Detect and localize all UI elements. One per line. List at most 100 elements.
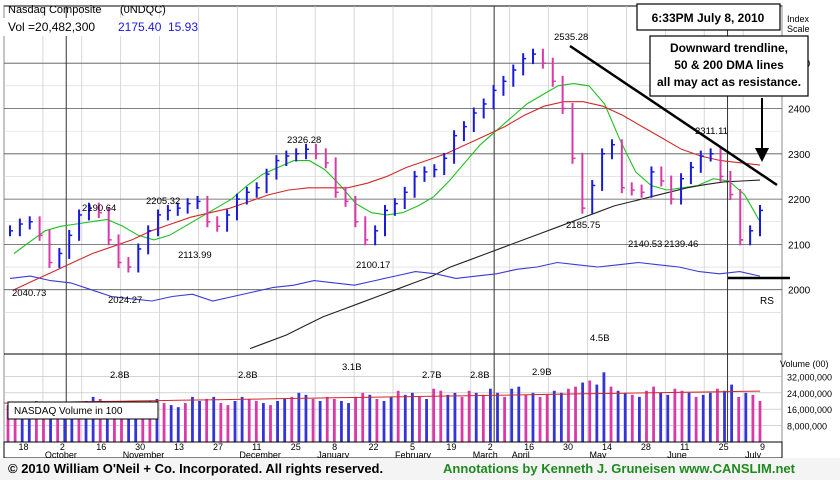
volume-bar <box>680 390 684 442</box>
volume-bar <box>481 394 485 442</box>
volume-bar <box>524 394 528 442</box>
volume-tick-label: 32,000,000 <box>787 372 832 382</box>
volume-bar <box>460 396 464 442</box>
volume-bar <box>567 388 570 442</box>
volume-tick-label: 24,000,000 <box>787 389 832 399</box>
x-month-label: March <box>473 450 498 458</box>
price-tick-label: 2100 <box>788 240 811 251</box>
volume-bar <box>325 396 329 442</box>
volume-bar <box>609 386 613 442</box>
x-axis-band <box>3 441 783 459</box>
volume-bar <box>354 396 358 442</box>
x-day-label: 16 <box>524 442 534 452</box>
x-day-label: 18 <box>18 442 28 452</box>
volume-annotation: 2.8B <box>110 370 130 381</box>
volume-bar <box>318 401 322 442</box>
callout-arrow-head <box>755 148 769 162</box>
series-layer <box>9 83 761 350</box>
volume-bar <box>70 403 74 442</box>
price-tick-label: 2400 <box>788 104 811 115</box>
x-day-label: 28 <box>641 442 651 452</box>
volume-bar <box>467 390 471 442</box>
volume-bar <box>389 396 393 442</box>
volume-bar <box>418 396 421 442</box>
x-month-label: December <box>239 450 281 458</box>
x-day-label: 30 <box>135 442 145 452</box>
volume-bar <box>652 386 655 442</box>
volume-bar <box>98 398 102 442</box>
volume-bar <box>538 396 542 442</box>
volume-bar <box>226 405 230 442</box>
volume-bar <box>169 405 173 442</box>
volume-bar <box>56 409 60 442</box>
x-month-label: July <box>745 450 762 458</box>
volume-bar <box>49 407 52 442</box>
volume-bar <box>247 398 251 442</box>
volume-bar <box>20 409 24 442</box>
volume-bar <box>694 396 698 442</box>
volume-bar <box>453 392 457 442</box>
price-annotation: 2139.46 <box>664 239 698 250</box>
price-annotation: 2205.32 <box>146 196 180 207</box>
price-annotation: 2311.11 <box>695 126 728 137</box>
volume-annotation: 4.5B <box>590 333 610 344</box>
x-month-label: October <box>45 450 77 458</box>
volume-bar <box>616 390 620 442</box>
x-day-label: 8 <box>332 442 337 452</box>
volume-bar <box>666 394 670 442</box>
price-annotation: 2326.28 <box>287 135 321 146</box>
volume-annotation: 2.8B <box>238 370 258 381</box>
volume-bar <box>574 386 577 442</box>
volume-bar <box>602 372 606 442</box>
volume-bar <box>176 407 180 442</box>
volume-bar <box>403 394 407 442</box>
volume-annotation: 2.7B <box>422 370 442 381</box>
x-day-label: 2 <box>60 442 65 452</box>
x-day-label: 22 <box>369 442 379 452</box>
volume-bar <box>446 394 450 442</box>
price-tick-label: 2000 <box>788 286 811 297</box>
footer: © 2010 William O'Neil + Co. Incorporated… <box>0 458 840 480</box>
volume-bar <box>375 398 379 442</box>
volume-annotation: 2.9B <box>532 367 552 378</box>
price-annotation: 2190.64 <box>82 203 116 214</box>
volume-bar <box>637 396 641 442</box>
x-day-label: 9 <box>760 442 765 452</box>
volume-bar <box>623 392 627 442</box>
volume-bar <box>425 398 428 442</box>
volume-bar <box>219 403 223 442</box>
price-annotation: 2140.53 <box>628 239 662 250</box>
volume-bar <box>701 394 705 442</box>
volume-bar <box>758 401 762 442</box>
series-line-50-dma <box>13 83 761 254</box>
volume-readout: Vol =20,482,300 <box>8 20 95 34</box>
volume-bar <box>269 405 272 442</box>
price-axis-title: Index Scale <box>787 14 810 34</box>
volume-bar <box>63 405 67 442</box>
x-day-label: 27 <box>213 442 223 452</box>
volume-bar <box>595 384 599 442</box>
volume-bar <box>751 394 755 442</box>
volume-bar <box>659 392 663 442</box>
volume-bar <box>212 396 216 442</box>
volume-bar <box>510 388 514 442</box>
volume-bar <box>84 401 88 442</box>
volume-bar <box>113 405 116 442</box>
volume-bar <box>304 394 308 442</box>
volume-bar <box>134 403 138 442</box>
volume-bar <box>332 398 336 442</box>
volume-bar <box>432 388 436 442</box>
rs-label: RS <box>760 296 774 307</box>
volume-bar <box>6 405 10 442</box>
x-day-label: 19 <box>446 442 456 452</box>
volume-axis-title: Volume (00) <box>780 359 829 369</box>
series-line-200-dma <box>13 101 761 291</box>
volume-bar <box>311 398 315 442</box>
volume-bar <box>261 403 265 442</box>
price-annotation: 2100.17 <box>356 260 390 271</box>
x-day-label: 14 <box>602 442 612 452</box>
volume-bar <box>645 390 648 442</box>
volume-bar <box>474 392 478 442</box>
x-day-label: 25 <box>291 442 301 452</box>
